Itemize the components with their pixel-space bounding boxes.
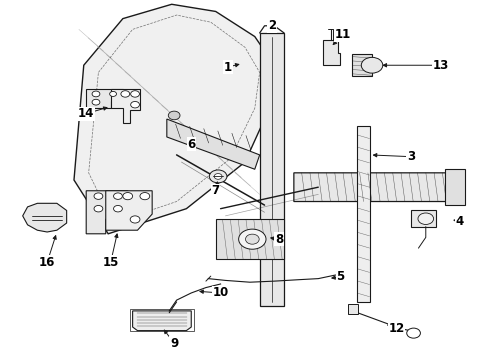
Circle shape — [123, 193, 133, 200]
Text: 3: 3 — [407, 150, 415, 163]
Text: 13: 13 — [432, 59, 448, 72]
Circle shape — [92, 99, 100, 105]
Circle shape — [214, 174, 222, 179]
Polygon shape — [86, 191, 128, 234]
Polygon shape — [23, 203, 67, 232]
Circle shape — [418, 213, 434, 225]
Polygon shape — [167, 119, 260, 169]
Circle shape — [92, 91, 100, 97]
Text: 11: 11 — [335, 28, 351, 41]
Bar — [130, 309, 194, 331]
Text: 5: 5 — [336, 270, 344, 283]
Polygon shape — [133, 311, 191, 330]
Circle shape — [94, 193, 103, 199]
Polygon shape — [352, 54, 372, 76]
Text: 4: 4 — [456, 215, 464, 228]
Circle shape — [361, 57, 383, 73]
Bar — [347, 304, 358, 315]
Circle shape — [94, 206, 103, 212]
Circle shape — [168, 111, 180, 120]
Polygon shape — [260, 33, 284, 306]
Text: 2: 2 — [268, 19, 276, 32]
Text: 15: 15 — [102, 256, 119, 269]
Circle shape — [245, 234, 259, 244]
Polygon shape — [357, 126, 369, 302]
Text: 14: 14 — [78, 107, 95, 120]
Polygon shape — [216, 220, 284, 259]
Circle shape — [121, 91, 130, 97]
Polygon shape — [86, 89, 123, 108]
Polygon shape — [323, 40, 340, 65]
Text: 12: 12 — [389, 322, 405, 335]
Text: 16: 16 — [39, 256, 55, 269]
Polygon shape — [294, 173, 460, 202]
Text: 1: 1 — [224, 60, 232, 73]
Circle shape — [130, 216, 140, 223]
Text: 8: 8 — [275, 233, 283, 246]
Circle shape — [140, 193, 150, 200]
Text: 10: 10 — [213, 287, 229, 300]
Circle shape — [239, 229, 266, 249]
Circle shape — [131, 102, 140, 108]
Polygon shape — [74, 4, 274, 234]
Polygon shape — [411, 211, 436, 226]
Circle shape — [209, 170, 227, 183]
Circle shape — [407, 328, 420, 338]
Circle shape — [110, 91, 117, 96]
Circle shape — [114, 206, 122, 212]
Text: 7: 7 — [212, 184, 220, 197]
Circle shape — [131, 91, 140, 97]
Text: 9: 9 — [170, 337, 178, 350]
Bar — [445, 169, 465, 205]
Polygon shape — [106, 191, 152, 230]
Polygon shape — [111, 89, 140, 123]
Text: 6: 6 — [187, 138, 196, 150]
Circle shape — [114, 193, 122, 199]
